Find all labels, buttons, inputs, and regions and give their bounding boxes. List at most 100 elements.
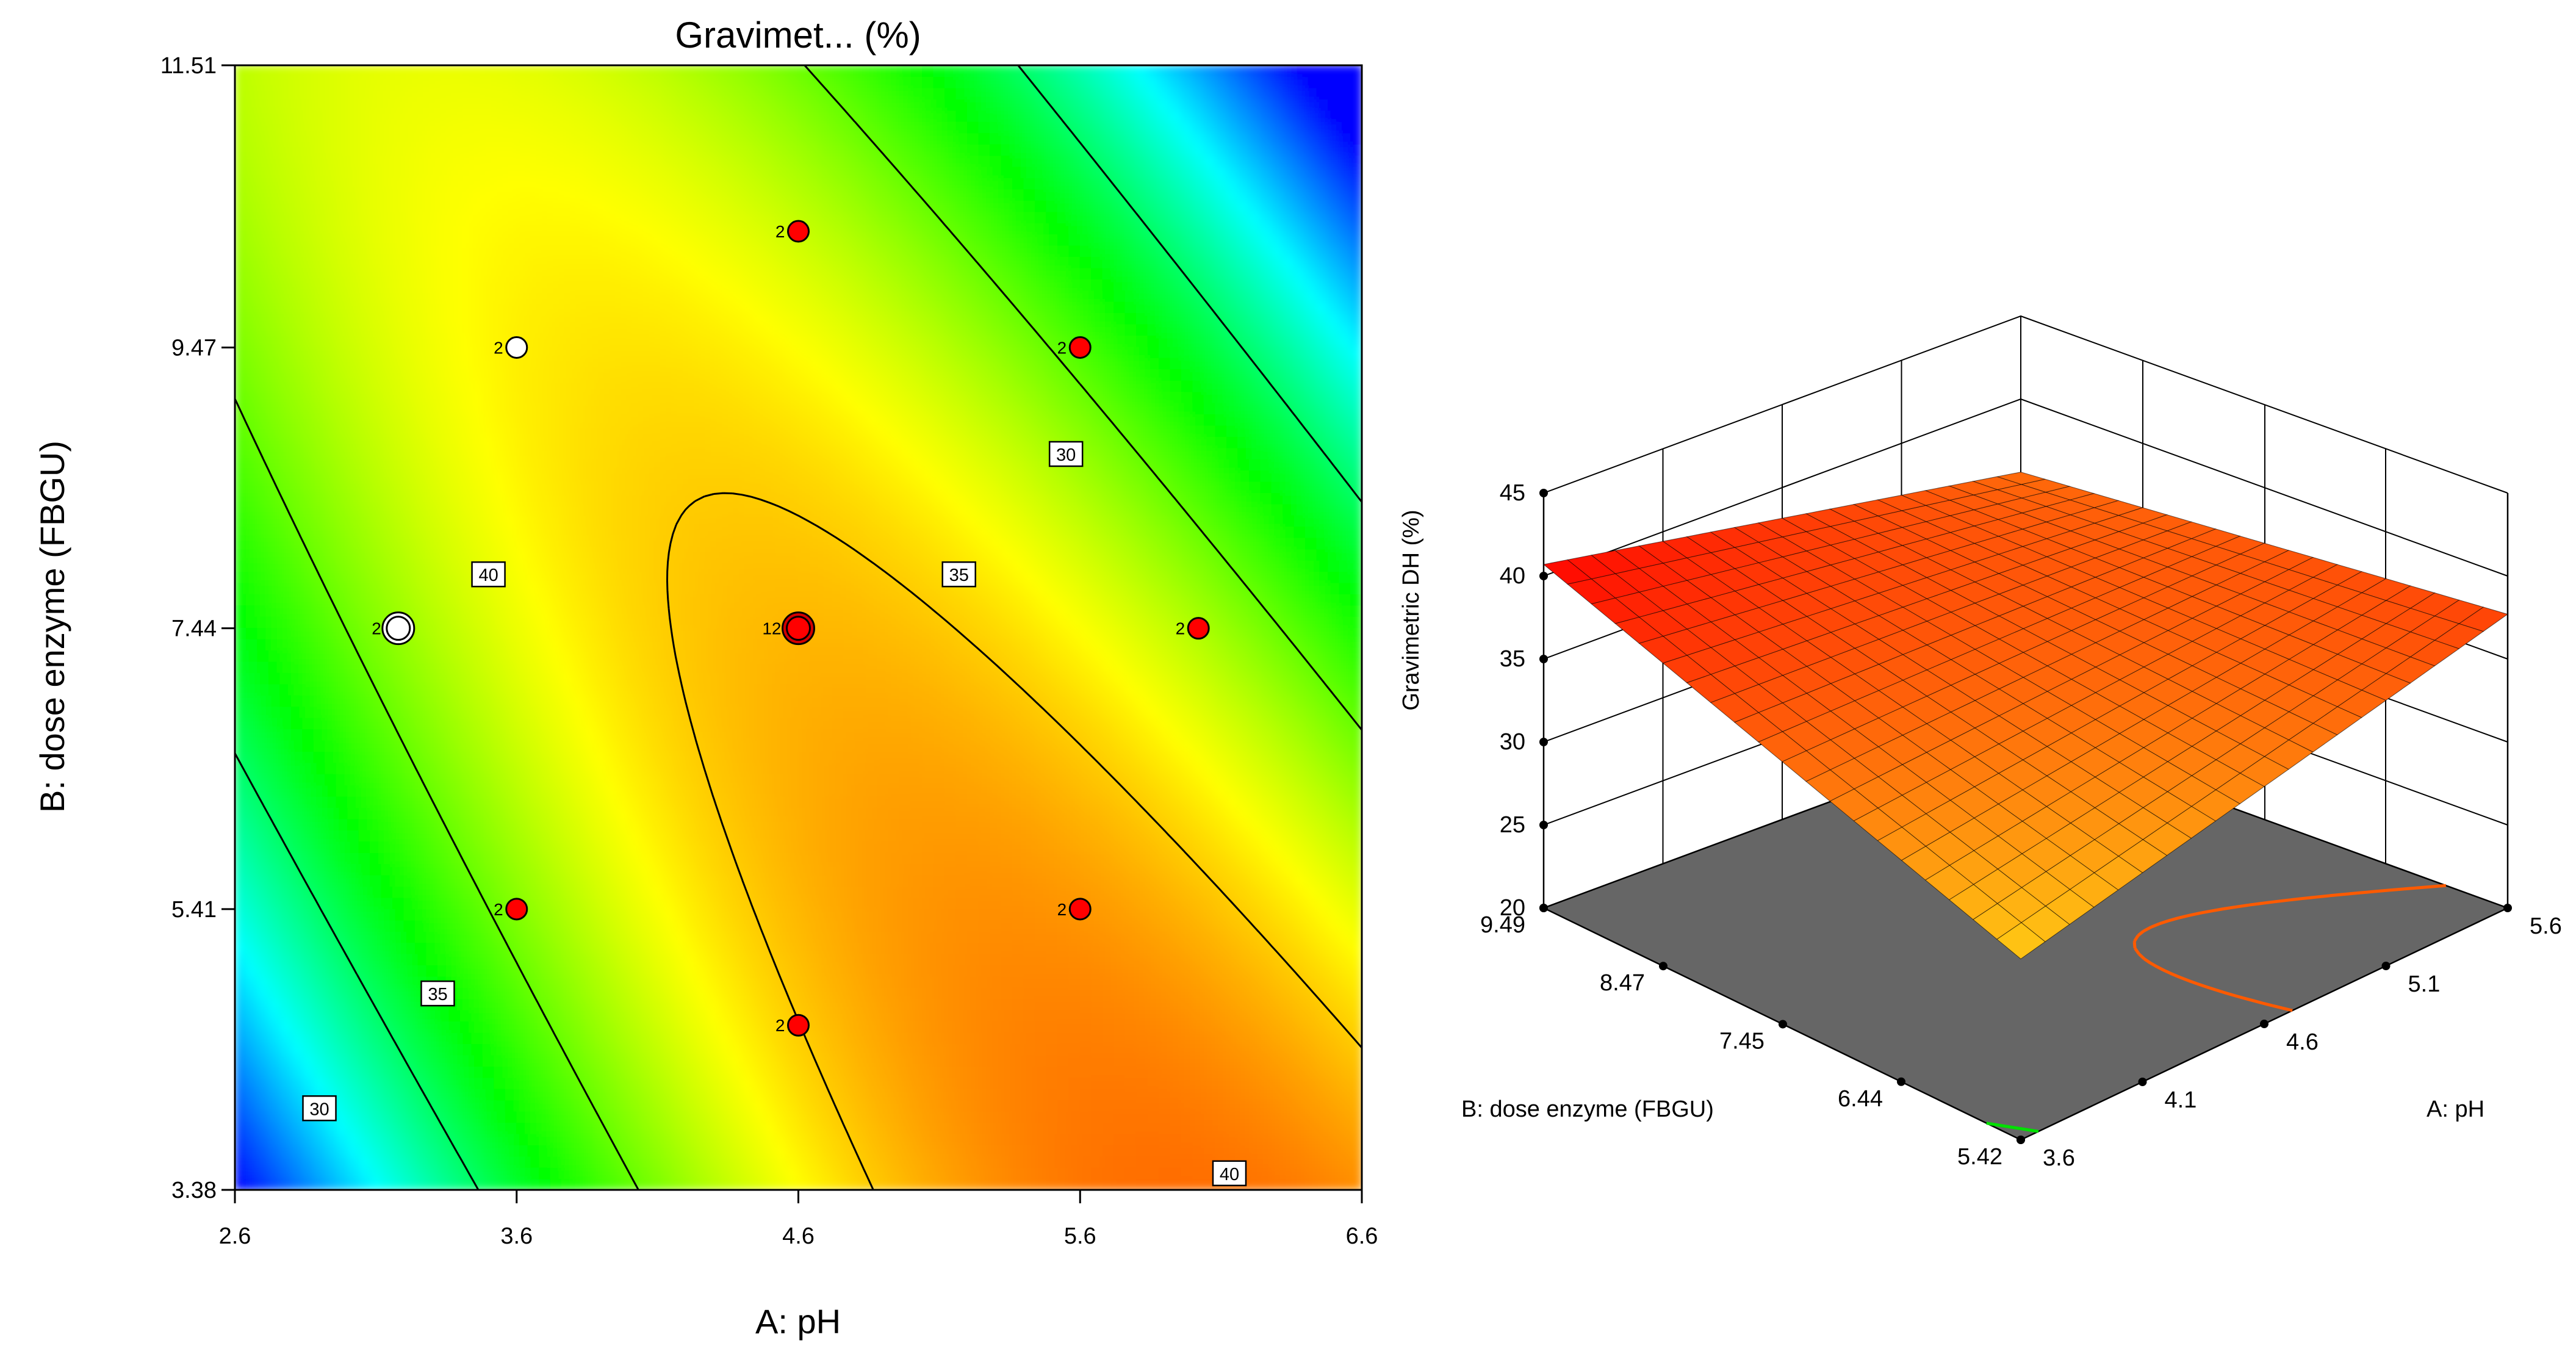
heatmap-cell <box>235 616 247 628</box>
heatmap-cell <box>651 87 664 99</box>
heatmap-cell <box>448 503 461 516</box>
heatmap-cell <box>539 121 551 134</box>
heatmap-cell <box>471 649 484 662</box>
heatmap-cell <box>741 818 754 830</box>
heatmap-cell <box>719 998 732 1010</box>
heatmap-cell <box>426 852 439 865</box>
heatmap-cell <box>459 582 472 594</box>
heatmap-cell <box>437 514 450 527</box>
heatmap-cell <box>741 796 754 809</box>
heatmap-cell <box>381 526 394 538</box>
heatmap-cell <box>786 1100 799 1112</box>
heatmap-cell <box>640 976 653 988</box>
heatmap-cell <box>741 222 754 235</box>
heatmap-cell <box>257 1100 270 1112</box>
heatmap-cell <box>595 593 608 606</box>
heatmap-cell <box>279 560 292 572</box>
heatmap-cell <box>516 694 528 707</box>
heatmap-cell <box>617 267 630 279</box>
heatmap-cell <box>403 987 416 999</box>
heatmap-cell <box>459 402 472 414</box>
heatmap-cell <box>550 582 563 594</box>
heatmap-cell <box>628 436 641 448</box>
heatmap-cell <box>347 1065 359 1078</box>
heatmap-cell <box>527 537 540 550</box>
heatmap-cell <box>336 481 348 493</box>
heatmap-cell <box>786 154 799 167</box>
heatmap-cell <box>235 211 247 223</box>
heatmap-cell <box>561 683 574 696</box>
heatmap-cell <box>268 964 281 977</box>
heatmap-cell <box>448 1043 461 1056</box>
heatmap-cell <box>235 1021 247 1033</box>
heatmap-cell <box>584 942 596 954</box>
heatmap-cell <box>403 661 416 673</box>
heatmap-cell <box>482 1077 495 1089</box>
heatmap-cell <box>696 1133 709 1145</box>
heatmap-cell <box>786 267 799 279</box>
heatmap-cell <box>302 290 314 302</box>
heatmap-cell <box>685 627 697 639</box>
heatmap-cell <box>257 785 270 797</box>
heatmap-cell <box>753 605 765 617</box>
heatmap-cell <box>370 863 382 876</box>
heatmap-cell <box>494 829 506 842</box>
heatmap-cell <box>290 762 303 774</box>
heatmap-cell <box>358 526 371 538</box>
heatmap-cell <box>663 402 675 414</box>
heatmap-cell <box>753 402 765 414</box>
heatmap-cell <box>246 672 258 685</box>
heatmap-cell <box>595 908 608 921</box>
heatmap-cell <box>685 537 697 550</box>
heatmap-cell <box>651 380 664 392</box>
heatmap-cell <box>347 874 359 887</box>
heatmap-cell <box>505 549 517 561</box>
heatmap-cell <box>358 1009 371 1022</box>
heatmap-cell <box>663 65 675 77</box>
heatmap-cell <box>437 110 450 122</box>
heatmap-cell <box>617 672 630 685</box>
heatmap-cell <box>539 785 551 797</box>
heatmap-cell <box>302 728 314 741</box>
heatmap-cell <box>235 1156 247 1168</box>
heatmap-cell <box>358 582 371 594</box>
heatmap-cell <box>516 751 528 763</box>
heatmap-cell <box>741 976 754 988</box>
heatmap-cell <box>246 76 258 88</box>
heatmap-cell <box>606 649 619 662</box>
heatmap-cell <box>696 571 709 583</box>
heatmap-cell <box>674 402 686 414</box>
heatmap-cell <box>290 492 303 505</box>
heatmap-cell <box>235 1133 247 1145</box>
heatmap-cell <box>595 964 608 977</box>
heatmap-cell <box>336 514 348 527</box>
heatmap-cell <box>685 841 697 853</box>
heatmap-cell <box>313 312 326 325</box>
heatmap-cell <box>471 177 484 190</box>
heatmap-cell <box>370 751 382 763</box>
heatmap-cell <box>786 762 799 774</box>
heatmap-cell <box>257 1144 270 1157</box>
heatmap-cell <box>505 1009 517 1022</box>
heatmap-cell <box>370 143 382 156</box>
heatmap-cell <box>595 582 608 594</box>
heatmap-cell <box>685 1054 697 1067</box>
heatmap-cell <box>482 616 495 628</box>
heatmap-cell <box>381 458 394 471</box>
heatmap-cell <box>313 1144 326 1157</box>
heatmap-cell <box>325 672 337 685</box>
heatmap-cell <box>539 200 551 212</box>
heatmap-cell <box>381 110 394 122</box>
heatmap-cell <box>448 425 461 437</box>
heatmap-cell <box>336 402 348 414</box>
heatmap-cell <box>279 256 292 268</box>
heatmap-cell <box>392 1111 405 1123</box>
heatmap-cell <box>663 481 675 493</box>
heatmap-cell <box>640 369 653 381</box>
heatmap-cell <box>584 323 596 336</box>
heatmap-cell <box>325 121 337 134</box>
heatmap-cell <box>471 323 484 336</box>
heatmap-cell <box>392 357 405 370</box>
heatmap-cell <box>415 177 427 190</box>
heatmap-cell <box>561 110 574 122</box>
